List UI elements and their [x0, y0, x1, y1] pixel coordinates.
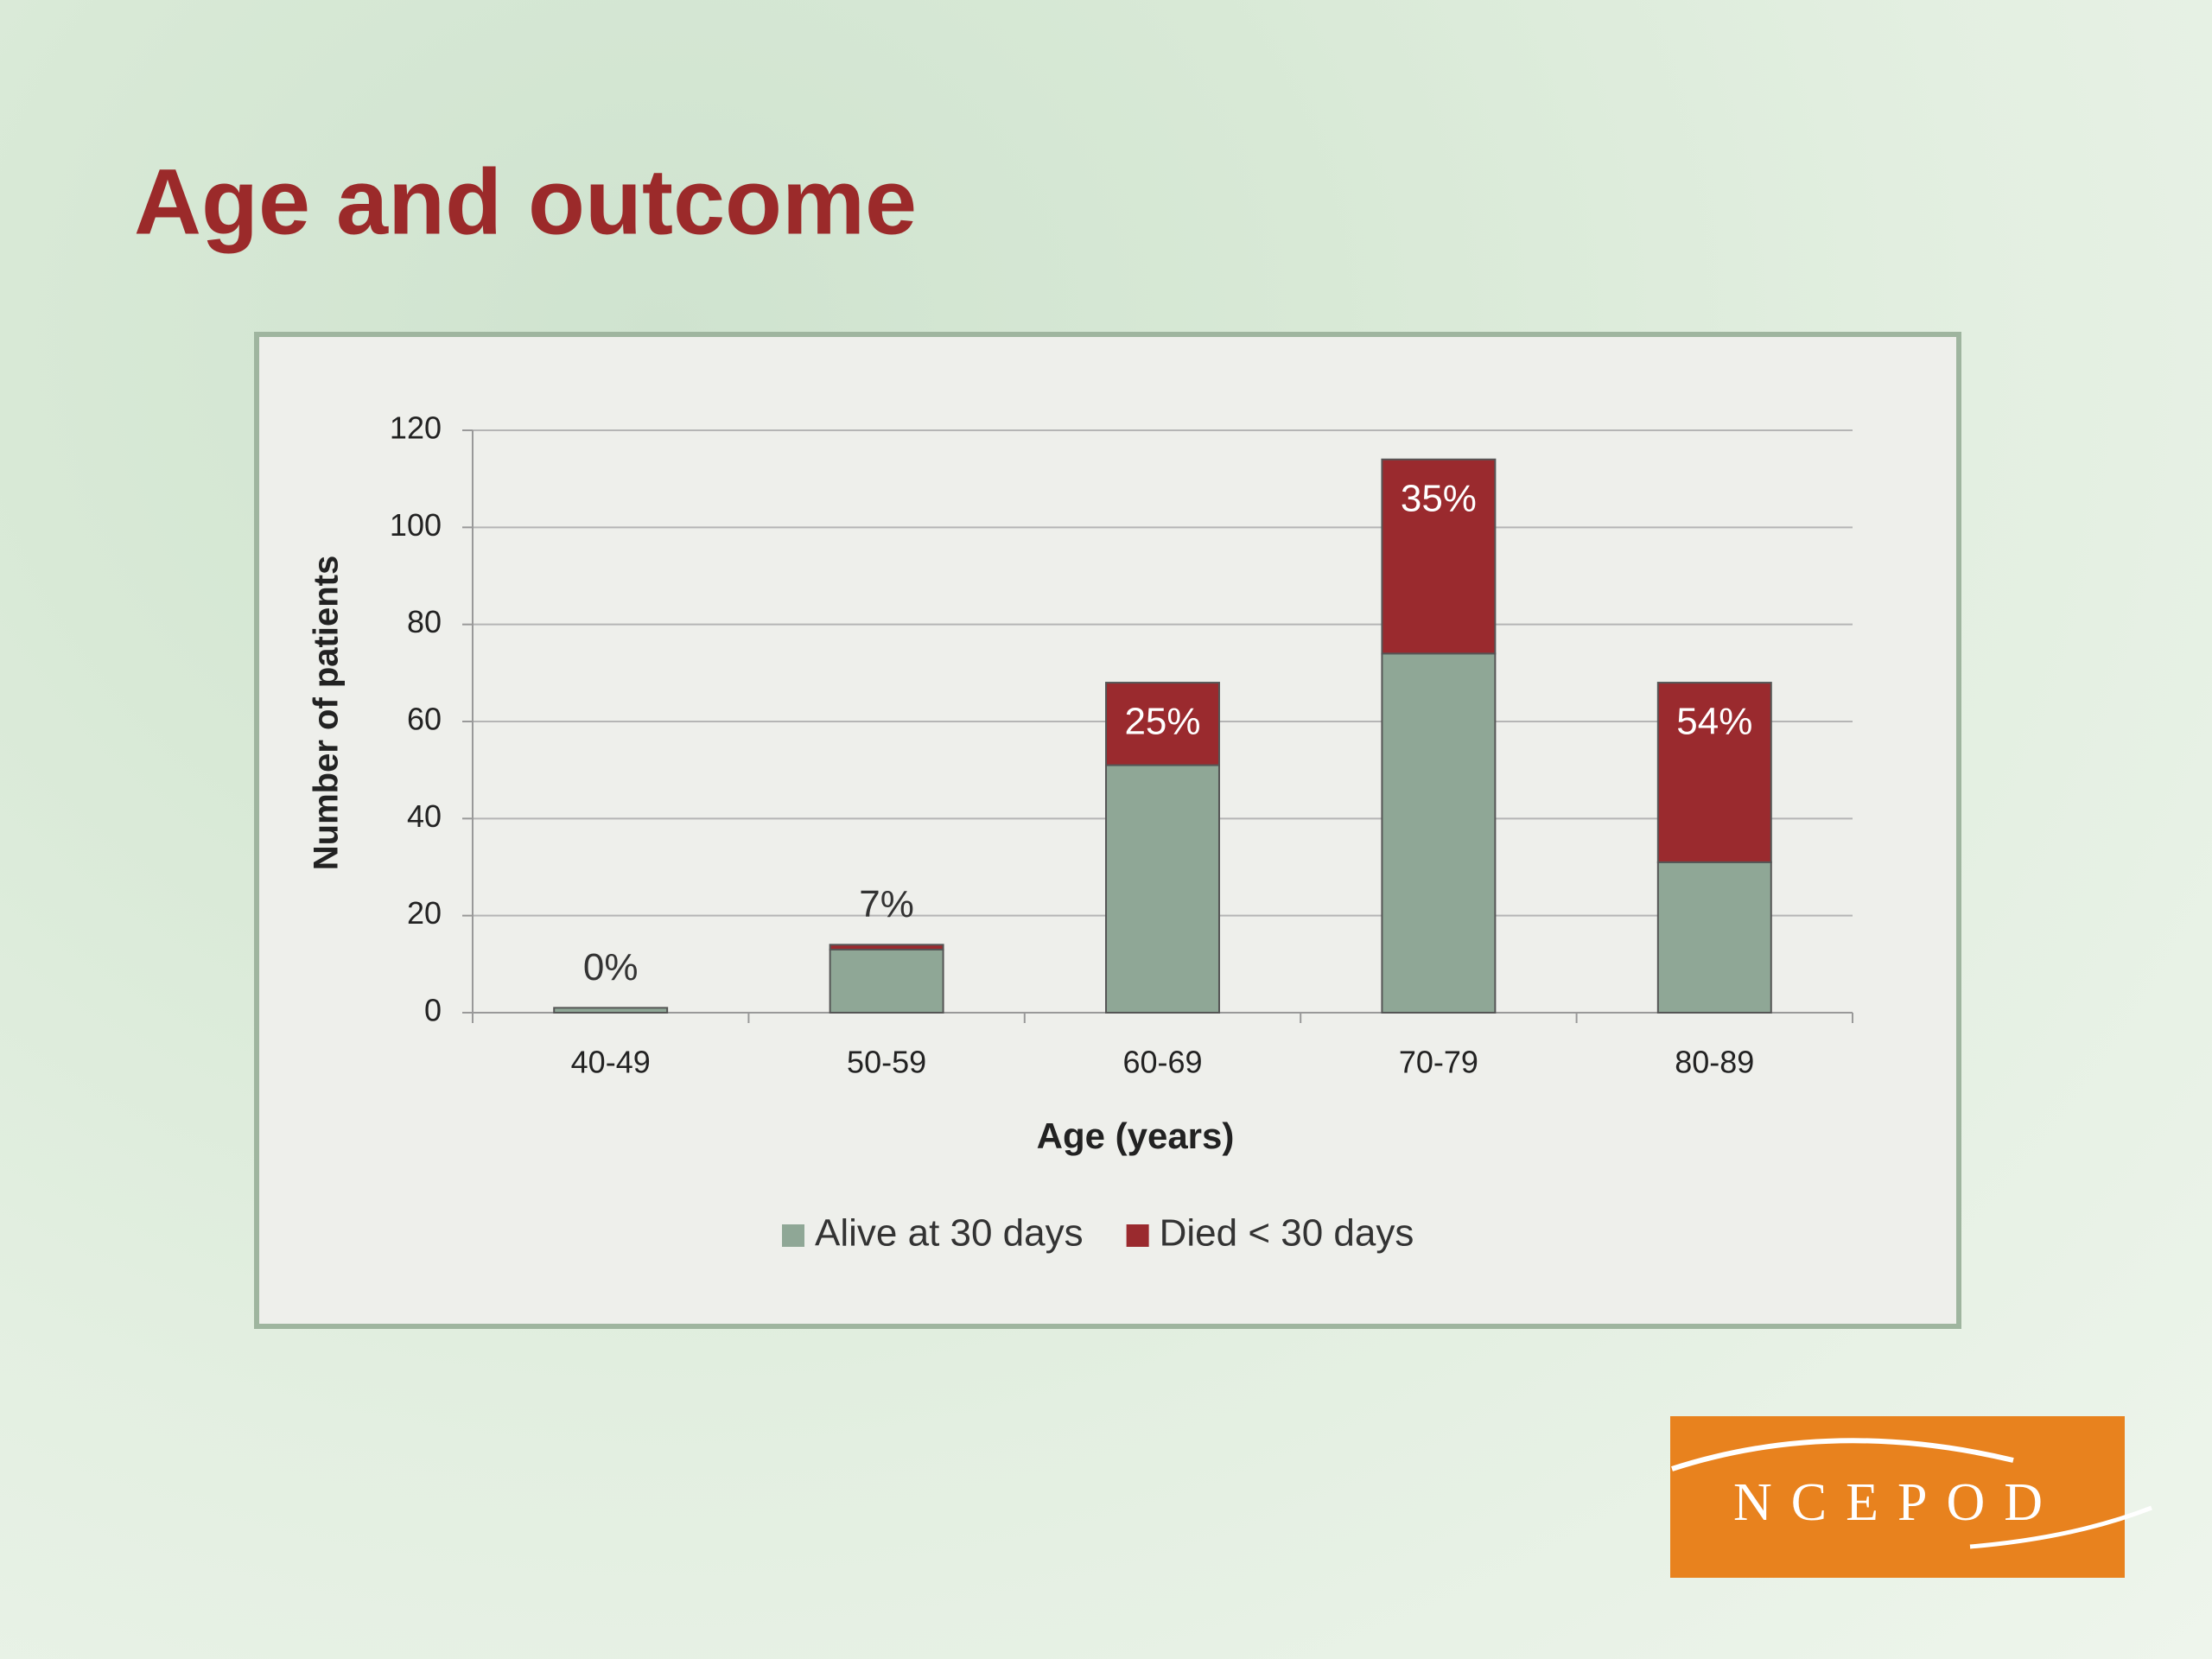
legend-label: Alive at 30 days — [815, 1212, 1084, 1255]
y-tick-label: 100 — [390, 507, 442, 543]
x-tick-label: 40-49 — [571, 1045, 651, 1080]
y-tick-label: 40 — [407, 798, 442, 834]
bar-annotation: 7% — [859, 883, 914, 925]
legend-swatch — [1126, 1224, 1149, 1247]
x-tick-label: 50-59 — [847, 1045, 926, 1080]
bar-segment — [1656, 682, 1772, 863]
bar-segment — [1656, 861, 1772, 1014]
legend-label: Died < 30 days — [1160, 1212, 1414, 1255]
legend-swatch — [782, 1224, 804, 1247]
bar-segment — [1381, 458, 1497, 655]
y-tick-label: 0 — [424, 993, 442, 1028]
logo-swoosh — [1969, 1505, 2152, 1549]
bar-annotation: 0% — [583, 946, 639, 988]
logo-text: NCEPOD — [1733, 1473, 2062, 1532]
logo-swoosh — [1671, 1438, 2014, 1471]
bar-segment — [1381, 652, 1497, 1014]
x-tick-label: 60-69 — [1122, 1045, 1202, 1080]
x-axis-label: Age (years) — [1037, 1116, 1235, 1156]
bar-segment — [1105, 764, 1220, 1014]
y-tick-label: 80 — [407, 604, 442, 639]
y-tick-label: 20 — [407, 895, 442, 931]
bar-segment — [553, 1007, 669, 1014]
bar-annotation: 35% — [1401, 477, 1477, 519]
x-tick-label: 70-79 — [1399, 1045, 1478, 1080]
bar-segment — [829, 948, 944, 1014]
y-axis-label: Number of patients — [308, 556, 346, 870]
bar-segment — [1105, 682, 1220, 766]
slide-title: Age and outcome — [134, 149, 917, 254]
y-tick-label: 60 — [407, 702, 442, 737]
y-tick-label: 120 — [390, 410, 442, 446]
bar-segment — [829, 944, 944, 950]
bar-annotation: 25% — [1124, 701, 1200, 743]
bar-annotation: 54% — [1676, 701, 1752, 743]
x-tick-label: 80-89 — [1675, 1045, 1754, 1080]
